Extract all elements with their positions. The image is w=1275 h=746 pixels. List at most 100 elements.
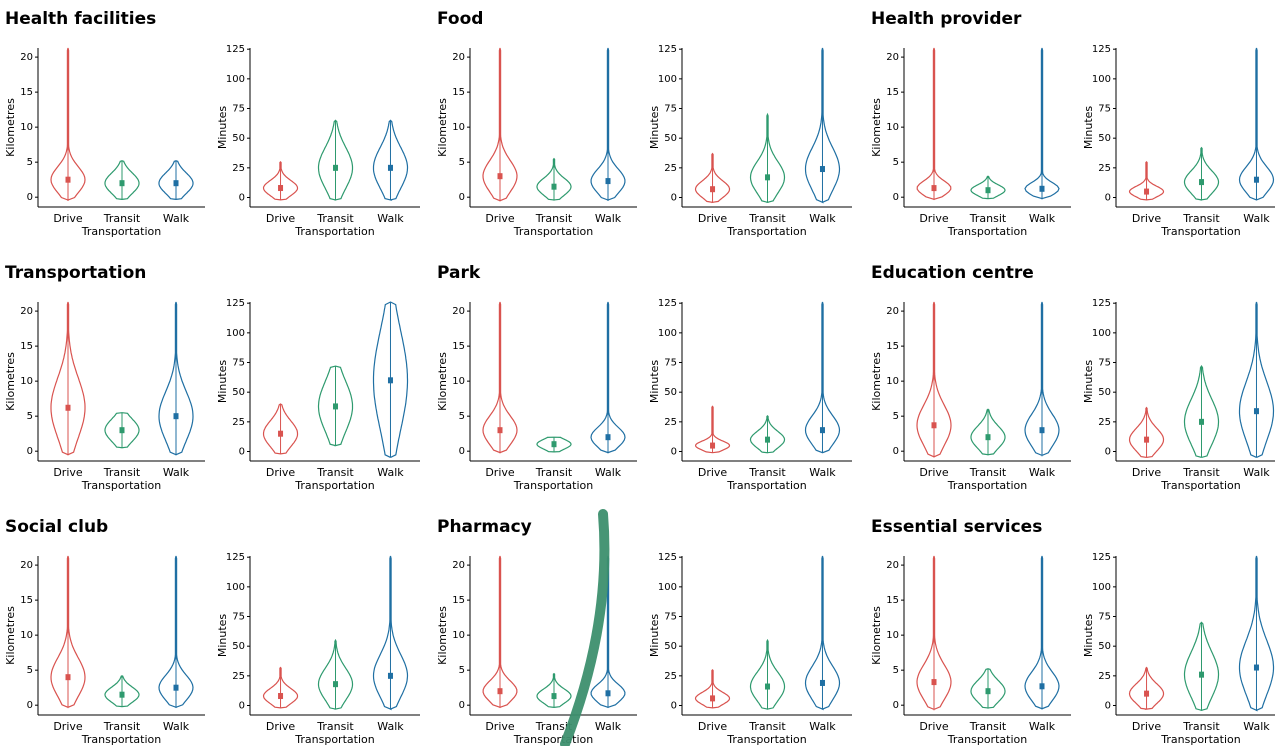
y-axis-label: Kilometres — [870, 606, 883, 665]
x-axis-label: Transportation — [81, 225, 161, 238]
x-tick-label: Walk — [1243, 466, 1270, 479]
x-axis-label: Transportation — [81, 733, 161, 746]
chart-title: Health provider — [871, 9, 1022, 29]
y-tick-label: 25 — [1098, 163, 1111, 174]
y-tick-label: 100 — [658, 74, 677, 85]
y-tick-label: 50 — [232, 387, 245, 398]
y-tick-label: 5 — [459, 157, 465, 168]
x-tick-label: Walk — [595, 720, 622, 733]
median — [1040, 683, 1045, 689]
median — [765, 174, 770, 180]
y-tick-label: 125 — [226, 552, 245, 563]
median — [66, 177, 71, 183]
median — [498, 688, 503, 694]
y-axis-label: Minutes — [648, 360, 661, 404]
x-tick-label: Transit — [748, 466, 786, 479]
y-tick-label: 20 — [452, 52, 465, 63]
x-tick-label: Drive — [53, 720, 83, 733]
x-tick-label: Walk — [809, 212, 836, 225]
median — [710, 695, 715, 701]
charts: Health facilities05101520KilometresTrans… — [4, 9, 1275, 746]
x-tick-label: Walk — [1243, 212, 1270, 225]
y-tick-label: 50 — [664, 133, 677, 144]
y-tick-label: 0 — [893, 700, 899, 711]
median — [333, 681, 338, 687]
chart-title: Social club — [5, 517, 108, 537]
median — [552, 693, 557, 699]
x-tick-label: Walk — [1029, 720, 1056, 733]
x-tick-label: Walk — [595, 466, 622, 479]
y-tick-label: 125 — [1092, 44, 1111, 55]
median — [986, 187, 991, 193]
x-tick-label: Walk — [377, 720, 404, 733]
y-tick-label: 100 — [658, 582, 677, 593]
x-tick-label: Transit — [103, 720, 141, 733]
median — [1254, 408, 1259, 414]
x-tick-label: Drive — [53, 212, 83, 225]
y-tick-label: 20 — [886, 560, 899, 571]
y-tick-label: 0 — [27, 192, 33, 203]
y-tick-label: 25 — [1098, 671, 1111, 682]
y-tick-label: 15 — [886, 87, 899, 98]
median — [498, 427, 503, 433]
y-tick-label: 15 — [452, 87, 465, 98]
y-tick-label: 15 — [20, 87, 33, 98]
median — [552, 184, 557, 190]
median — [66, 405, 71, 411]
y-tick-label: 125 — [1092, 552, 1111, 563]
y-tick-label: 5 — [893, 665, 899, 676]
median — [498, 173, 503, 179]
x-tick-label: Transit — [535, 466, 573, 479]
median — [606, 434, 611, 440]
y-tick-label: 0 — [1105, 193, 1111, 204]
x-tick-label: Drive — [266, 720, 296, 733]
chart-title: Pharmacy — [437, 517, 532, 537]
y-tick-label: 50 — [1098, 133, 1111, 144]
y-tick-label: 25 — [232, 163, 245, 174]
y-tick-label: 0 — [239, 193, 245, 204]
y-tick-label: 5 — [27, 411, 33, 422]
y-tick-label: 75 — [232, 104, 245, 115]
y-tick-label: 75 — [1098, 104, 1111, 115]
median — [1144, 691, 1149, 697]
median — [932, 422, 937, 428]
y-tick-label: 75 — [664, 358, 677, 369]
y-tick-label: 100 — [226, 582, 245, 593]
chart-title: Park — [437, 263, 481, 283]
y-tick-label: 0 — [459, 192, 465, 203]
y-tick-label: 5 — [27, 157, 33, 168]
x-tick-label: Walk — [809, 720, 836, 733]
x-tick-label: Drive — [919, 720, 949, 733]
median — [120, 180, 125, 186]
y-tick-label: 20 — [886, 52, 899, 63]
x-axis-label: Transportation — [513, 225, 593, 238]
x-axis-label: Transportation — [1160, 225, 1240, 238]
y-axis-label: Kilometres — [436, 98, 449, 157]
y-tick-label: 10 — [886, 376, 899, 387]
y-tick-label: 15 — [886, 341, 899, 352]
y-axis-label: Kilometres — [4, 606, 17, 665]
y-tick-label: 100 — [658, 328, 677, 339]
y-tick-label: 15 — [20, 341, 33, 352]
x-tick-label: Walk — [163, 720, 190, 733]
y-tick-label: 125 — [658, 552, 677, 563]
x-tick-label: Transit — [316, 212, 354, 225]
y-tick-label: 125 — [1092, 298, 1111, 309]
y-tick-label: 10 — [886, 122, 899, 133]
y-tick-label: 0 — [239, 701, 245, 712]
y-tick-label: 0 — [671, 447, 677, 458]
median — [710, 443, 715, 449]
x-axis-label: Transportation — [513, 479, 593, 492]
y-tick-label: 100 — [226, 328, 245, 339]
chart-title: Essential services — [871, 517, 1042, 537]
y-axis-label: Kilometres — [4, 98, 17, 157]
x-tick-label: Transit — [969, 466, 1007, 479]
y-tick-label: 5 — [893, 157, 899, 168]
x-tick-label: Walk — [1029, 212, 1056, 225]
y-tick-label: 50 — [232, 641, 245, 652]
x-axis-label: Transportation — [726, 733, 806, 746]
x-tick-label: Transit — [1182, 212, 1220, 225]
median — [1144, 437, 1149, 443]
median — [174, 413, 179, 419]
median — [388, 377, 393, 383]
